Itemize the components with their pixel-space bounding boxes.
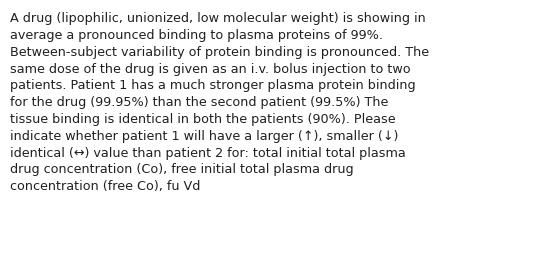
Text: A drug (lipophilic, unionized, low molecular weight) is showing in
average a pro: A drug (lipophilic, unionized, low molec… xyxy=(10,12,429,193)
